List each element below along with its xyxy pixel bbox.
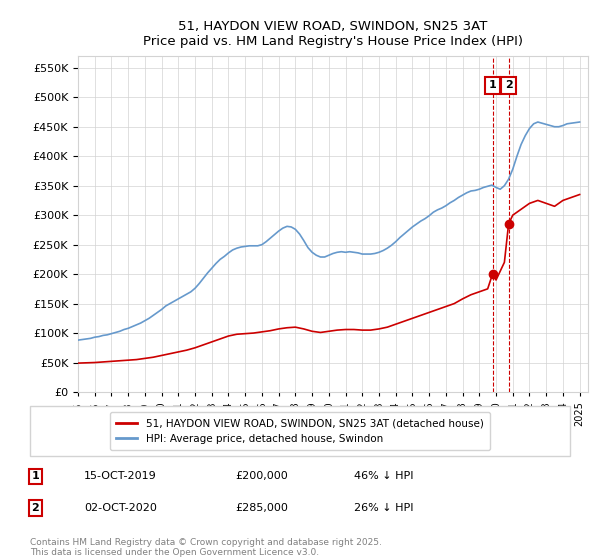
Text: 1: 1 [32, 472, 39, 482]
Text: 02-OCT-2020: 02-OCT-2020 [84, 503, 157, 513]
Text: 2: 2 [32, 503, 39, 513]
Text: 26% ↓ HPI: 26% ↓ HPI [354, 503, 413, 513]
Text: £200,000: £200,000 [235, 472, 288, 482]
FancyBboxPatch shape [30, 406, 570, 456]
Text: Contains HM Land Registry data © Crown copyright and database right 2025.
This d: Contains HM Land Registry data © Crown c… [30, 538, 382, 557]
Text: 15-OCT-2019: 15-OCT-2019 [84, 472, 157, 482]
Title: 51, HAYDON VIEW ROAD, SWINDON, SN25 3AT
Price paid vs. HM Land Registry's House : 51, HAYDON VIEW ROAD, SWINDON, SN25 3AT … [143, 20, 523, 48]
Text: 1: 1 [488, 81, 496, 91]
Text: 2: 2 [505, 81, 512, 91]
Text: 46% ↓ HPI: 46% ↓ HPI [354, 472, 413, 482]
Text: £285,000: £285,000 [235, 503, 288, 513]
Legend: 51, HAYDON VIEW ROAD, SWINDON, SN25 3AT (detached house), HPI: Average price, de: 51, HAYDON VIEW ROAD, SWINDON, SN25 3AT … [110, 412, 490, 450]
